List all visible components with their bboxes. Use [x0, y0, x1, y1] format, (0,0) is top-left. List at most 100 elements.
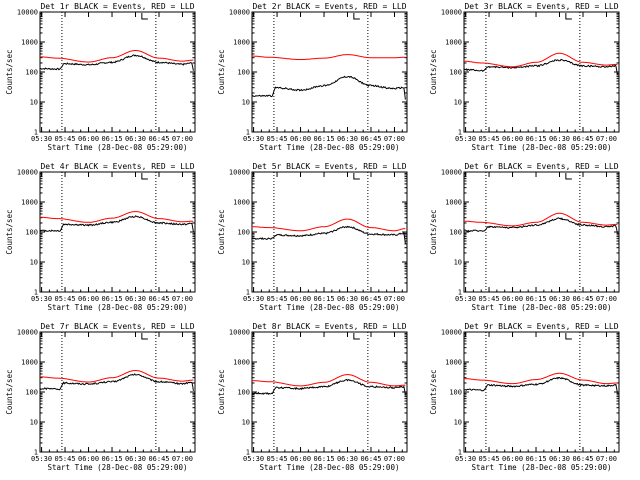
- plot-title: Det 3r BLACK = Events, RED = LLD: [464, 2, 618, 11]
- x-tick-label: 05:45: [479, 295, 500, 303]
- x-tick-label: 06:00: [290, 135, 311, 143]
- series-lld-line: [252, 218, 406, 232]
- y-tick-label: 1000: [21, 359, 38, 367]
- y-tick-label: 10000: [441, 169, 462, 177]
- flag-marker-icon: [141, 13, 148, 20]
- plot-title: Det 1r BLACK = Events, RED = LLD: [40, 2, 194, 11]
- y-axis-label: Counts/sec: [429, 369, 438, 414]
- flag-marker-icon: [565, 333, 572, 340]
- x-tick-label: 06:45: [360, 135, 381, 143]
- series-events-line: [463, 376, 618, 394]
- y-tick-label: 100: [449, 229, 462, 237]
- x-tick-label: 05:45: [55, 455, 76, 463]
- y-tick-label: 10: [30, 99, 38, 107]
- y-tick-label: 10: [454, 99, 462, 107]
- x-tick-label: 05:30: [243, 295, 264, 303]
- x-tick-label: 06:45: [360, 295, 381, 303]
- y-axis-label: Counts/sec: [429, 209, 438, 254]
- x-tick-label: 06:30: [337, 135, 358, 143]
- x-tick-label: 07:00: [172, 295, 193, 303]
- x-tick-label: 07:00: [384, 455, 405, 463]
- series-lld-line: [252, 374, 406, 387]
- plot-panel-2: Det 2r BLACK = Events, RED = LLD 1 10 100 10…: [217, 2, 408, 152]
- y-tick-label: 100: [237, 69, 250, 77]
- x-tick-label: 06:00: [290, 295, 311, 303]
- x-tick-label: 06:30: [125, 135, 146, 143]
- y-tick-label: 10000: [229, 329, 250, 337]
- x-tick-label: 07:00: [596, 455, 617, 463]
- x-tick-label: 06:45: [360, 455, 381, 463]
- x-tick-label: 05:45: [55, 295, 76, 303]
- x-tick-label: 06:15: [525, 295, 546, 303]
- plot-frame: [39, 11, 196, 133]
- x-tick-label: 06:15: [525, 135, 546, 143]
- x-tick-label: 07:00: [172, 135, 193, 143]
- y-tick-label: 1000: [445, 39, 462, 47]
- y-tick-label: 1: [458, 129, 462, 137]
- y-tick-label: 1000: [233, 359, 250, 367]
- x-tick-label: 06:45: [148, 135, 169, 143]
- plot-frame: [39, 331, 196, 453]
- x-tick-label: 06:30: [125, 295, 146, 303]
- plot-frame: [463, 171, 620, 293]
- plot-frame: [251, 331, 408, 453]
- x-tick-label: 07:00: [384, 135, 405, 143]
- x-tick-label: 05:30: [31, 135, 52, 143]
- y-tick-label: 1: [458, 289, 462, 297]
- series-events-line: [39, 54, 194, 71]
- x-tick-label: 07:00: [384, 295, 405, 303]
- plot-frame: [251, 11, 408, 133]
- series-lld-line: [40, 211, 194, 223]
- plot-title: Det 7r BLACK = Events, RED = LLD: [40, 322, 194, 331]
- x-tick-label: 06:30: [549, 295, 570, 303]
- y-tick-label: 10: [454, 419, 462, 427]
- y-tick-label: 100: [25, 389, 38, 397]
- x-tick-label: 05:45: [479, 455, 500, 463]
- flag-marker-icon: [353, 173, 360, 180]
- y-tick-label: 10000: [17, 9, 38, 17]
- y-tick-label: 1: [458, 449, 462, 457]
- y-tick-label: 1: [246, 289, 250, 297]
- flag-marker-icon: [353, 13, 360, 20]
- plot-title: Det 9r BLACK = Events, RED = LLD: [464, 322, 618, 331]
- y-tick-label: 10000: [17, 329, 38, 337]
- x-tick-label: 05:30: [31, 455, 52, 463]
- plot-panel-5: Det 5r BLACK = Events, RED = LLD 1 10 100 10…: [217, 162, 408, 312]
- x-tick-label: 06:00: [78, 455, 99, 463]
- plot-panel-6: Det 6r BLACK = Events, RED = LLD 1 10 100 10…: [429, 162, 620, 312]
- plot-title: Det 4r BLACK = Events, RED = LLD: [40, 162, 194, 171]
- x-axis-label: Start Time (28-Dec-08 05:29:00): [260, 143, 400, 152]
- x-tick-label: 05:30: [455, 135, 476, 143]
- y-tick-label: 1: [34, 289, 38, 297]
- y-axis-label: Counts/sec: [5, 369, 14, 414]
- x-axis-label: Start Time (28-Dec-08 05:29:00): [472, 303, 612, 312]
- x-tick-label: 06:15: [101, 455, 122, 463]
- y-tick-label: 1: [34, 129, 38, 137]
- y-tick-label: 100: [237, 229, 250, 237]
- y-tick-label: 10000: [441, 329, 462, 337]
- x-axis-label: Start Time (28-Dec-08 05:29:00): [48, 463, 188, 472]
- series-lld-line: [39, 370, 194, 383]
- x-tick-label: 06:15: [525, 455, 546, 463]
- flag-marker-icon: [353, 333, 360, 340]
- y-axis-label: Counts/sec: [429, 49, 438, 94]
- x-axis-label: Start Time (28-Dec-08 05:29:00): [472, 143, 612, 152]
- x-tick-label: 06:00: [502, 455, 523, 463]
- series-events-line: [251, 225, 406, 244]
- x-tick-label: 07:00: [596, 135, 617, 143]
- series-lld-line: [463, 52, 618, 68]
- y-tick-label: 10: [30, 419, 38, 427]
- x-tick-label: 06:15: [101, 295, 122, 303]
- plot-panel-8: Det 8r BLACK = Events, RED = LLD 1 10 100 10…: [217, 322, 408, 472]
- x-tick-label: 06:30: [549, 455, 570, 463]
- x-tick-label: 06:45: [148, 455, 169, 463]
- x-tick-label: 06:00: [78, 135, 99, 143]
- x-axis-label: Start Time (28-Dec-08 05:29:00): [260, 463, 400, 472]
- y-axis-label: Counts/sec: [217, 49, 226, 94]
- series-events-line: [39, 373, 194, 391]
- flag-marker-icon: [565, 13, 572, 20]
- y-tick-label: 10: [30, 259, 38, 267]
- x-axis-label: Start Time (28-Dec-08 05:29:00): [260, 303, 400, 312]
- x-tick-label: 05:30: [31, 295, 52, 303]
